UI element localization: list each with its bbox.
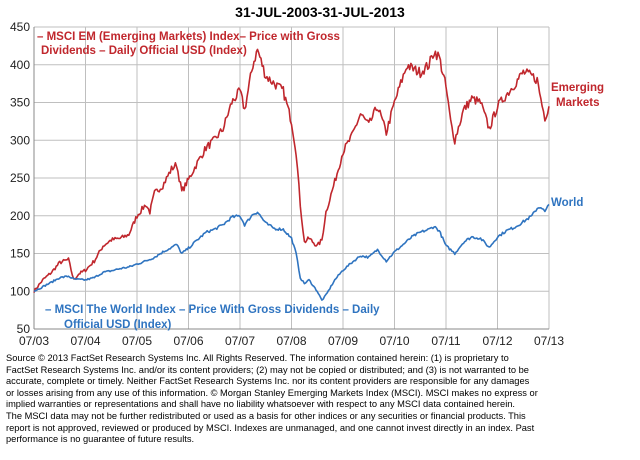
source-note: Source © 2013 FactSet Research Systems I… <box>6 353 634 446</box>
annotation-em-index: – MSCI EM (Emerging Markets) Index– Pric… <box>37 31 340 43</box>
series-lines <box>33 48 550 301</box>
source-note-line: Source © 2013 FactSet Research Systems I… <box>6 353 509 363</box>
y-tick-label: 450 <box>10 20 30 34</box>
y-tick-label: 300 <box>10 133 30 147</box>
x-tick-label: 07/11 <box>431 334 460 348</box>
x-tick-label: 07/07 <box>225 334 255 348</box>
source-note-line: FactSet Research Systems Inc. and/or its… <box>6 364 529 375</box>
y-tick-label: 400 <box>10 58 30 72</box>
y-tick-label: 350 <box>10 96 30 110</box>
series-labels: Emerging Markets World – MSCI EM (Emerging … <box>37 31 604 331</box>
grid-lines <box>33 26 550 330</box>
series-label-world: World <box>551 197 583 209</box>
annotation-world-index: Official USD (Index) <box>64 319 172 331</box>
source-note-line: accurate, complete or timely. Neither Fa… <box>6 376 530 387</box>
x-tick-label: 07/09 <box>328 334 358 348</box>
series-line-emerging-markets <box>33 48 550 293</box>
x-tick-label: 07/08 <box>276 334 306 348</box>
annotation-em-index: Dividends – Daily Official USD (Index) <box>41 45 247 57</box>
x-tick-label: 07/12 <box>482 334 512 348</box>
tick-labels: 50 100 150 200 250 300 350 400 450 07/03 07/04 07/0… <box>10 20 564 348</box>
y-tick-label: 200 <box>10 209 30 223</box>
series-line-world <box>33 203 550 301</box>
y-tick-label: 100 <box>10 284 30 298</box>
x-tick-label: 07/03 <box>19 334 49 348</box>
line-chart: 50 100 150 200 250 300 350 400 450 07/03 07/04 07/0… <box>10 20 604 348</box>
axes <box>33 27 549 330</box>
source-note-line: implied warranties or representations an… <box>6 399 516 410</box>
y-tick-label: 50 <box>17 322 31 336</box>
series-label-emerging-markets: Emerging <box>551 82 604 94</box>
x-tick-label: 07/06 <box>173 334 203 348</box>
series-label-emerging-markets: Markets <box>556 97 599 109</box>
chart-title: 31-JUL-2003-31-JUL-2013 <box>235 4 405 20</box>
x-tick-label: 07/10 <box>379 334 409 348</box>
annotation-world-index: – MSCI The World Index – Price With Gros… <box>45 304 380 316</box>
x-tick-label: 07/13 <box>534 334 564 348</box>
x-tick-label: 07/05 <box>122 334 152 348</box>
x-tick-label: 07/04 <box>70 334 100 348</box>
y-tick-label: 150 <box>10 247 30 261</box>
source-note-line: or losses arising from any use of this i… <box>6 387 538 398</box>
source-note-line: The MSCI data may not be further redistr… <box>6 410 526 421</box>
y-tick-label: 250 <box>10 171 30 185</box>
source-note-line: report is not approved, reviewed or prod… <box>6 422 535 433</box>
source-note-line: performance is no guarantee of future re… <box>6 434 195 445</box>
